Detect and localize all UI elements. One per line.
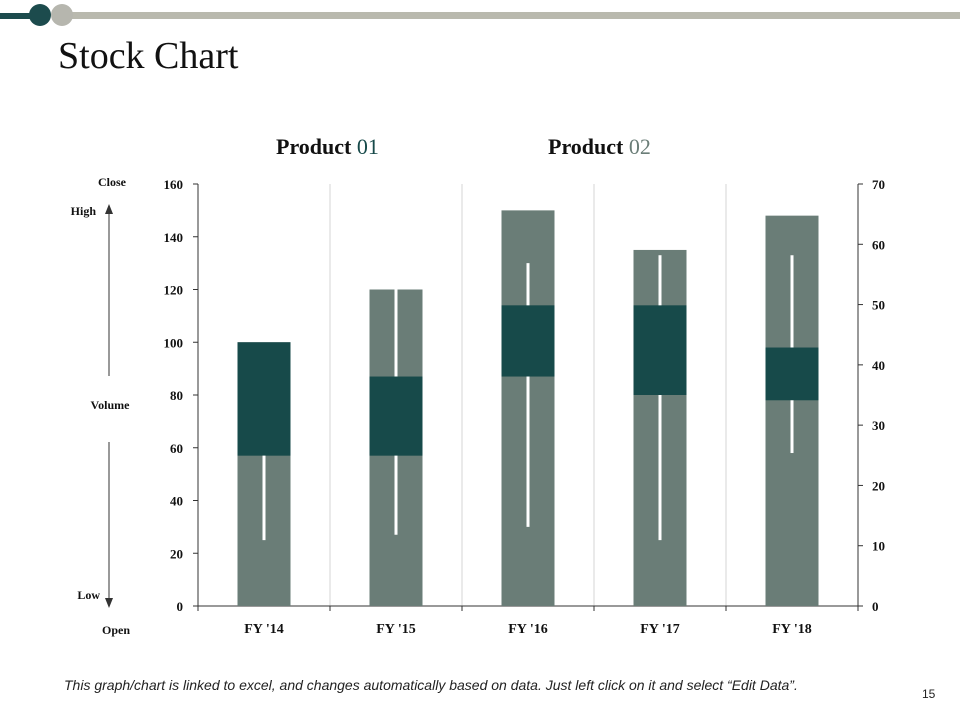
high-arrow-head [105,204,113,214]
right-tick-label: 60 [872,237,885,252]
right-tick-label: 40 [872,358,885,373]
legend-product-02: Product 02 [548,134,651,160]
low-arrow-head [105,598,113,608]
footnote: This graph/chart is linked to excel, and… [64,677,798,693]
side-label-high: High [71,204,97,218]
page-title: Stock Chart [58,35,239,77]
side-label-close: Close [98,175,127,189]
x-tick-label: FY '18 [772,622,812,637]
left-tick-label: 120 [164,283,184,298]
legend-product-02-num: 02 [628,134,651,159]
dot-light [51,4,73,26]
x-tick-label: FY '16 [508,622,548,637]
top-decoration [0,4,960,26]
candle-body [633,305,687,395]
top-bar-line [60,12,960,19]
right-tick-label: 20 [872,478,885,493]
left-tick-label: 20 [170,546,183,561]
right-tick-label: 50 [872,298,885,313]
top-bar-line-left [0,13,32,19]
candle-body [765,347,819,401]
side-label-low: Low [77,588,100,602]
candle-body [501,305,555,377]
candle-body [237,342,291,456]
page-number: 15 [922,687,936,701]
legend-product-01-num: 01 [356,134,379,159]
side-label-open: Open [102,623,130,637]
left-tick-label: 0 [177,599,184,614]
left-tick-label: 80 [170,388,183,403]
right-tick-label: 30 [872,418,885,433]
stock-chart: 0 20 40 60 80 100 120 140 160 0 10 20 30 40 50 60 70 FY '… [71,175,885,637]
left-tick-label: 40 [170,494,183,509]
right-tick-label: 10 [872,539,885,554]
dot-dark [29,4,51,26]
left-tick-label: 140 [164,230,184,245]
x-tick-label: FY '15 [376,622,416,637]
legend-product-02-word: Product [548,134,624,159]
x-tick-label: FY '14 [244,622,284,637]
legend-product-01-word: Product [276,134,352,159]
left-tick-label: 100 [164,335,184,350]
side-label-volume: Volume [91,398,131,412]
left-tick-label: 60 [170,441,183,456]
right-tick-label: 0 [872,599,879,614]
x-tick-label: FY '17 [640,622,680,637]
left-tick-label: 160 [164,177,184,192]
legend-product-01: Product 01 [276,134,379,160]
right-tick-label: 70 [872,177,885,192]
candle-body [369,376,423,456]
